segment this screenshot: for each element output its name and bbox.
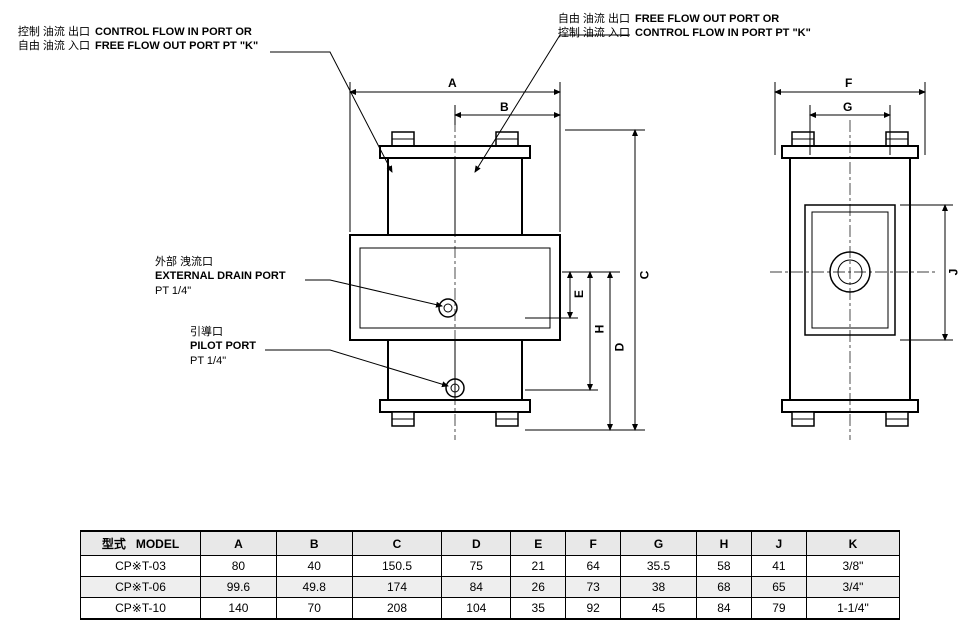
cell-value: 35 <box>511 598 566 620</box>
cell-value: 174 <box>352 577 442 598</box>
cell-model: CP※T-10 <box>81 598 201 620</box>
diagram-svg <box>0 0 980 480</box>
header-model: 型式 MODEL <box>81 531 201 556</box>
cell-value: 80 <box>201 556 277 577</box>
dim-A: A <box>448 76 457 90</box>
table-row: CP※T-0699.649.81748426733868653/4" <box>81 577 900 598</box>
cell-value: 73 <box>566 577 621 598</box>
diagram-area: 控制 油流 出口 自由 油流 入口 CONTROL FLOW IN PORT O… <box>0 0 980 480</box>
dim-H: H <box>592 325 606 334</box>
cell-value: 99.6 <box>201 577 277 598</box>
cell-value: 35.5 <box>621 556 697 577</box>
cell-value: 41 <box>751 556 806 577</box>
dim-J: J <box>946 269 960 276</box>
cell-value: 3/4" <box>806 577 899 598</box>
header-col: A <box>201 531 277 556</box>
header-col: H <box>696 531 751 556</box>
cell-value: 104 <box>442 598 511 620</box>
cell-value: 3/8" <box>806 556 899 577</box>
cell-value: 40 <box>276 556 352 577</box>
cell-value: 84 <box>442 577 511 598</box>
dim-C: C <box>637 271 651 280</box>
cell-value: 70 <box>276 598 352 620</box>
header-col: F <box>566 531 621 556</box>
header-model-cn: 型式 <box>102 537 126 551</box>
cell-value: 21 <box>511 556 566 577</box>
cell-value: 84 <box>696 598 751 620</box>
dim-D: D <box>612 343 626 352</box>
dim-E: E <box>572 290 586 298</box>
cell-value: 150.5 <box>352 556 442 577</box>
table-header-row: 型式 MODEL A B C D E F G H J K <box>81 531 900 556</box>
header-col: B <box>276 531 352 556</box>
header-col: J <box>751 531 806 556</box>
dim-G: G <box>843 100 852 114</box>
cell-value: 26 <box>511 577 566 598</box>
cell-value: 75 <box>442 556 511 577</box>
cell-value: 92 <box>566 598 621 620</box>
side-view <box>770 120 935 440</box>
table-row: CP※T-038040150.575216435.558413/8" <box>81 556 900 577</box>
front-view <box>350 120 560 440</box>
dim-F: F <box>845 76 852 90</box>
cell-value: 140 <box>201 598 277 620</box>
cell-value: 38 <box>621 577 697 598</box>
header-col: D <box>442 531 511 556</box>
dimension-table: 型式 MODEL A B C D E F G H J K CP※T-038040… <box>80 530 900 620</box>
cell-value: 58 <box>696 556 751 577</box>
cell-model: CP※T-03 <box>81 556 201 577</box>
cell-model: CP※T-06 <box>81 577 201 598</box>
cell-value: 68 <box>696 577 751 598</box>
header-model-en: MODEL <box>136 537 179 551</box>
header-col: G <box>621 531 697 556</box>
dim-B: B <box>500 100 509 114</box>
header-col: C <box>352 531 442 556</box>
table-row: CP※T-101407020810435924584791-1/4" <box>81 598 900 620</box>
cell-value: 208 <box>352 598 442 620</box>
cell-value: 45 <box>621 598 697 620</box>
cell-value: 64 <box>566 556 621 577</box>
header-col: E <box>511 531 566 556</box>
cell-value: 1-1/4" <box>806 598 899 620</box>
header-col: K <box>806 531 899 556</box>
cell-value: 49.8 <box>276 577 352 598</box>
cell-value: 79 <box>751 598 806 620</box>
cell-value: 65 <box>751 577 806 598</box>
